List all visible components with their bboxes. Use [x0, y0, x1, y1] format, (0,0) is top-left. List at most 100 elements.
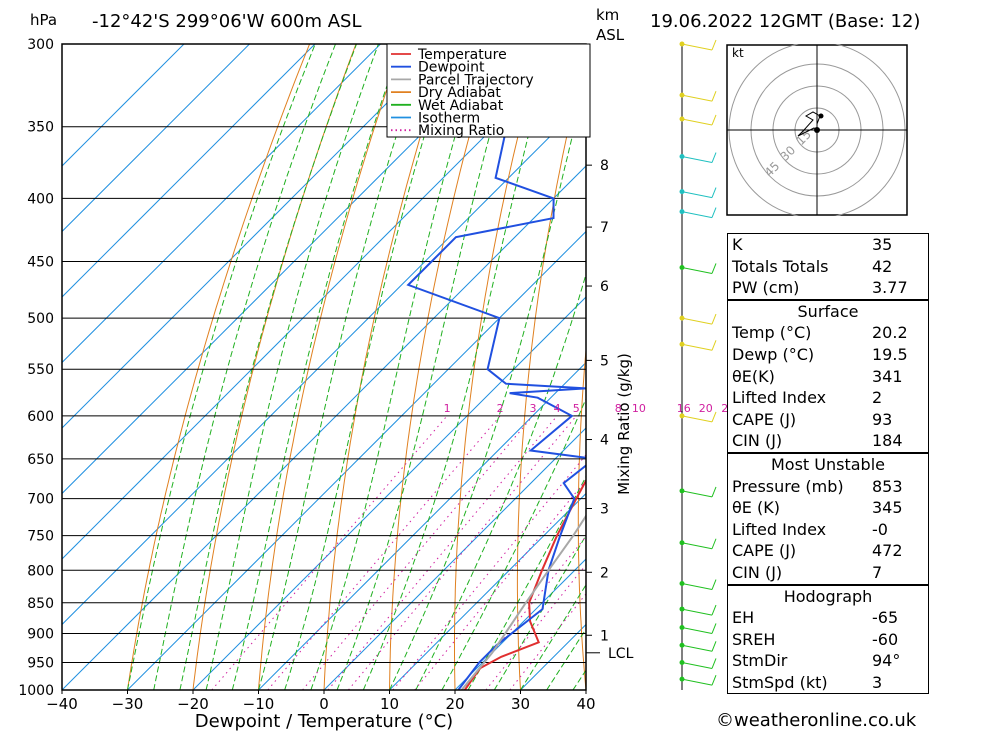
surface-row: Temp (°C) 20.2 — [728, 322, 928, 344]
index-label: PW (cm) — [732, 278, 800, 298]
legend-label: Wet Adiabat — [418, 98, 504, 114]
wind-barb — [681, 626, 713, 634]
wind-barb — [681, 583, 713, 591]
wet-adiabat-line — [389, 78, 586, 690]
isotherm-line — [127, 230, 586, 690]
mixing-ratio-label: 5 — [573, 402, 580, 415]
dry-adiabat-line — [637, 44, 681, 690]
wind-barb — [681, 644, 713, 652]
surface-value: 93 — [872, 409, 893, 429]
mixing-ratio-label: 2 — [497, 402, 504, 415]
surface-label: Dewp (°C) — [732, 344, 815, 364]
mixing-ratio-label: 8 — [615, 402, 622, 415]
hodograph-trace — [797, 111, 821, 137]
wind-barb — [681, 266, 713, 274]
wind-barb — [681, 678, 713, 686]
most-unstable-row: CIN (J) 7 — [728, 562, 928, 584]
wind-barb-flag — [711, 152, 717, 163]
most-unstable-value: 345 — [872, 498, 903, 518]
wind-barb-flag — [711, 604, 717, 616]
height-tick-label: 6 — [600, 279, 609, 295]
wind-barb — [681, 317, 713, 325]
isotherm-line — [192, 296, 586, 690]
wind-barb — [681, 118, 713, 126]
wet-adiabat-line — [336, 44, 516, 690]
most-unstable-row: Pressure (mb) 853 — [728, 476, 928, 498]
height-tick-label: 3 — [600, 501, 609, 517]
wind-barb-flag — [711, 313, 717, 325]
pressure-tick-label: 950 — [27, 655, 54, 671]
surface-row: Dewp (°C) 19.5 — [728, 344, 928, 366]
pressure-tick-label: 400 — [27, 191, 54, 207]
parcel-trajectory-series — [460, 514, 586, 690]
height-tick-label: 1 — [600, 628, 609, 644]
index-value: 3.77 — [872, 278, 908, 298]
isotherm-line — [323, 427, 586, 690]
wet-adiabat-line — [310, 44, 483, 690]
x-tick-label: −10 — [243, 695, 275, 713]
wet-adiabat-line — [362, 44, 554, 690]
wind-barb-flag — [711, 538, 717, 549]
wet-adiabat-line — [231, 44, 402, 690]
hodograph-row: StmSpd (kt) 3 — [728, 672, 928, 694]
hodograph-row: StmDir 94° — [728, 650, 928, 672]
pressure-tick-label: 700 — [27, 492, 54, 508]
wind-barb-flag — [711, 90, 717, 102]
surface-label: CIN (J) — [732, 431, 783, 451]
legend-label: Temperature — [417, 47, 507, 63]
mixing-ratio-label: 1 — [444, 402, 451, 415]
legend-label: Dewpoint — [418, 60, 485, 76]
hodograph-value: 3 — [872, 672, 883, 692]
wet-adiabat-line — [153, 44, 336, 690]
hodograph-value: -60 — [872, 629, 899, 649]
index-row: Totals Totals 42 — [728, 256, 928, 278]
height-unit-label: km — [596, 6, 620, 24]
dry-adiabat-line — [323, 44, 450, 690]
wind-barb — [681, 608, 713, 616]
isotherm-line — [62, 44, 185, 167]
wind-barb — [681, 43, 713, 51]
x-tick-label: 0 — [319, 695, 329, 713]
pressure-tick-label: 650 — [27, 452, 54, 468]
wind-barb — [681, 490, 713, 498]
wind-barb-flag — [711, 486, 717, 498]
surface-value: 341 — [872, 366, 903, 386]
index-label: K — [732, 235, 743, 254]
legend-box — [386, 43, 591, 138]
surface-value: 19.5 — [872, 344, 908, 364]
mixing-ratio-line — [348, 415, 577, 690]
hodograph-point — [814, 127, 820, 133]
wind-barb-flag — [711, 263, 717, 274]
isotherm-line — [62, 165, 586, 690]
pressure-tick-label: 500 — [27, 311, 54, 327]
wind-barb-flag — [711, 579, 717, 590]
isotherm-line — [389, 492, 586, 690]
wet-adiabat-line — [467, 475, 586, 690]
surface-label: θE(K) — [732, 366, 775, 386]
most-unstable-label: CAPE (J) — [732, 541, 797, 561]
most-unstable-row: Lifted Index -0 — [728, 519, 928, 541]
wind-barb-flag — [711, 674, 717, 686]
height-asl-label: ASL — [596, 26, 625, 44]
wet-adiabat-line — [205, 44, 379, 690]
legend-label: Dry Adiabat — [418, 85, 501, 101]
pressure-tick-label: 900 — [27, 626, 54, 642]
most-unstable-label: CIN (J) — [732, 562, 783, 582]
pressure-tick-label: 850 — [27, 596, 54, 612]
wet-adiabat-line — [441, 397, 586, 690]
lcl-label: LCL — [608, 646, 634, 662]
height-tick-label: 5 — [600, 353, 609, 369]
height-tick-label: 8 — [600, 158, 609, 174]
mixing-ratio-label: 3 — [529, 402, 536, 415]
wet-adiabat-line — [284, 44, 454, 690]
mixing-ratio-label: 4 — [554, 402, 561, 415]
wind-barb-flag — [711, 658, 717, 669]
indices-table: K 35 Totals Totals 42 PW (cm) 3.77 Surface Te… — [727, 233, 929, 695]
dewpoint-series — [406, 44, 586, 690]
surface-row: CAPE (J) 93 — [728, 409, 928, 431]
x-tick-label: −20 — [177, 695, 209, 713]
wet-adiabat-line — [127, 44, 316, 690]
surface-value: 20.2 — [872, 323, 908, 343]
